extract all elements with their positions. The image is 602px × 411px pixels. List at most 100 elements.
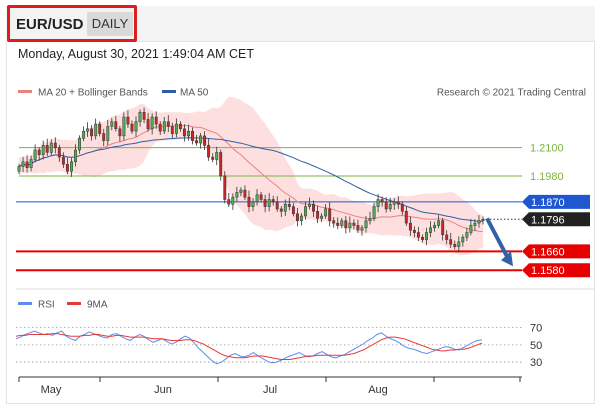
timeframe-button[interactable]: DAILY xyxy=(87,12,133,36)
candle xyxy=(308,203,311,207)
rsi-legend-label: RSI xyxy=(38,300,55,311)
candle xyxy=(324,208,328,217)
ma9-legend-label: 9MA xyxy=(87,300,108,311)
candle xyxy=(348,222,352,229)
candle xyxy=(340,220,344,226)
rsi-legend-swatch xyxy=(18,302,32,305)
candle xyxy=(78,137,81,151)
candle xyxy=(441,220,445,236)
candle xyxy=(178,123,182,130)
x-tick-May: May xyxy=(41,384,62,396)
candle xyxy=(295,213,299,222)
candle xyxy=(384,201,388,210)
candle xyxy=(396,201,400,205)
candle xyxy=(283,203,287,212)
credit-label: Research © 2021 Trading Central xyxy=(437,88,586,99)
candle xyxy=(235,192,239,198)
rsi-tick-50: 50 xyxy=(530,340,542,352)
candle xyxy=(122,116,126,137)
candle xyxy=(187,130,190,137)
level-label-1.1980: 1.1980 xyxy=(530,171,564,183)
ma50-legend-label: MA 50 xyxy=(180,88,209,99)
candle xyxy=(199,135,203,144)
level-tag-1.1580 xyxy=(522,263,590,278)
symbol-highlight xyxy=(7,5,137,42)
x-tick-Jun: Jun xyxy=(154,384,172,396)
candle xyxy=(251,201,255,207)
candle xyxy=(275,201,279,210)
candle xyxy=(239,189,243,193)
candle xyxy=(21,161,25,167)
candle xyxy=(57,147,61,158)
candle xyxy=(271,199,275,203)
candle xyxy=(376,199,380,207)
candle xyxy=(37,149,41,155)
candle xyxy=(412,229,416,233)
candle xyxy=(400,203,404,212)
candle xyxy=(223,175,227,200)
current-price-tag xyxy=(522,212,590,227)
candle xyxy=(94,123,98,137)
candle xyxy=(146,119,150,130)
candle xyxy=(227,199,231,205)
bollinger-legend-label: MA 20 + Bollinger Bands xyxy=(38,88,148,99)
candle xyxy=(304,206,307,217)
ma9-legend-swatch xyxy=(67,302,81,305)
x-tick-Aug: Aug xyxy=(368,384,388,396)
candle xyxy=(17,166,21,172)
candle xyxy=(380,199,384,203)
candle xyxy=(461,236,465,243)
candle xyxy=(126,116,130,125)
candle xyxy=(360,227,364,231)
candle xyxy=(142,112,146,120)
candle xyxy=(150,116,154,130)
candle xyxy=(134,121,138,132)
rsi-tick-70: 70 xyxy=(530,323,542,335)
candle xyxy=(421,236,424,240)
candle xyxy=(191,130,194,141)
level-label-1.1580: 1.1580 xyxy=(531,265,565,277)
candle xyxy=(45,145,49,153)
candle xyxy=(33,149,37,160)
candle xyxy=(162,121,166,132)
forecast-arrow-shaft xyxy=(485,217,511,262)
candle xyxy=(166,121,170,127)
candle xyxy=(114,121,118,130)
candle xyxy=(465,232,469,238)
candle xyxy=(211,156,215,160)
candle xyxy=(49,142,53,153)
candle xyxy=(255,194,259,203)
candle xyxy=(267,199,271,207)
level-label-1.2100: 1.2100 xyxy=(530,143,564,155)
candle xyxy=(287,203,291,207)
level-labels: 1.2100 1.1980 1.1870 1.1660 1.1580 1.1796 xyxy=(522,143,590,278)
candle xyxy=(182,128,186,137)
candle xyxy=(195,140,198,144)
candle xyxy=(247,196,251,207)
candle xyxy=(328,208,332,221)
candle xyxy=(408,222,412,231)
candle xyxy=(336,222,340,226)
current-price-label: 1.1796 xyxy=(531,214,565,226)
candle xyxy=(469,225,473,233)
candle xyxy=(174,123,178,134)
candle xyxy=(138,112,142,122)
candle xyxy=(388,203,392,210)
candle xyxy=(70,161,73,172)
candle xyxy=(453,244,457,247)
candle xyxy=(291,206,295,214)
candle xyxy=(243,189,247,198)
candle xyxy=(158,123,162,132)
candle xyxy=(61,156,65,165)
level-tag-1.1870 xyxy=(522,194,590,209)
candle xyxy=(299,215,303,221)
level-label-1.1660: 1.1660 xyxy=(531,246,565,258)
candle xyxy=(25,161,29,168)
candle xyxy=(259,194,263,200)
candle xyxy=(86,128,90,132)
candle xyxy=(263,199,267,207)
candle xyxy=(425,232,428,240)
forecast-arrow xyxy=(485,217,513,267)
candle xyxy=(90,128,94,137)
forecast-arrow-head xyxy=(501,251,513,267)
